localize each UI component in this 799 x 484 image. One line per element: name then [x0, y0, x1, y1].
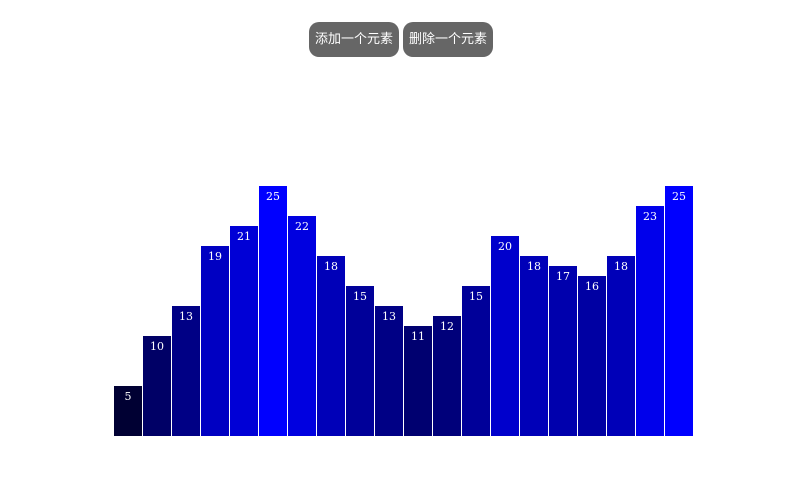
bar-value-label: 18 — [324, 260, 338, 273]
bar-value-label: 13 — [382, 310, 396, 323]
bar — [665, 186, 693, 436]
bar-value-label: 17 — [556, 270, 570, 283]
bar-value-label: 21 — [237, 230, 251, 243]
bar-value-label: 20 — [498, 240, 512, 253]
bar — [346, 286, 374, 436]
bar-value-label: 18 — [527, 260, 541, 273]
bar-value-label: 23 — [643, 210, 657, 223]
bar — [491, 236, 519, 436]
bar — [288, 216, 316, 436]
bar-value-label: 25 — [672, 190, 686, 203]
bar — [375, 306, 403, 436]
remove-element-button[interactable]: 删除一个元素 — [403, 22, 494, 57]
bar — [230, 226, 258, 436]
bar — [607, 256, 635, 436]
bar — [404, 326, 432, 436]
bar — [636, 206, 664, 436]
bar-value-label: 25 — [266, 190, 280, 203]
bar — [462, 286, 490, 436]
bar-value-label: 22 — [295, 220, 309, 233]
bar — [259, 186, 287, 436]
bar — [578, 276, 606, 436]
bar — [520, 256, 548, 436]
bar-value-label: 15 — [353, 290, 367, 303]
bar — [114, 386, 142, 436]
bar — [201, 246, 229, 436]
toolbar: 添加一个元素 删除一个元素 — [309, 22, 494, 57]
bar-value-label: 5 — [125, 390, 132, 403]
bar-value-label: 13 — [179, 310, 193, 323]
bar — [433, 316, 461, 436]
bar-value-label: 18 — [614, 260, 628, 273]
bar-value-label: 12 — [440, 320, 454, 333]
add-element-button[interactable]: 添加一个元素 — [309, 22, 400, 57]
bar-value-label: 10 — [150, 340, 164, 353]
bar — [317, 256, 345, 436]
bar — [172, 306, 200, 436]
bar-value-label: 11 — [411, 330, 425, 343]
bar-value-label: 15 — [469, 290, 483, 303]
bar — [549, 266, 577, 436]
bar-value-label: 19 — [208, 250, 222, 263]
bar-value-label: 16 — [585, 280, 599, 293]
bar — [143, 336, 171, 436]
